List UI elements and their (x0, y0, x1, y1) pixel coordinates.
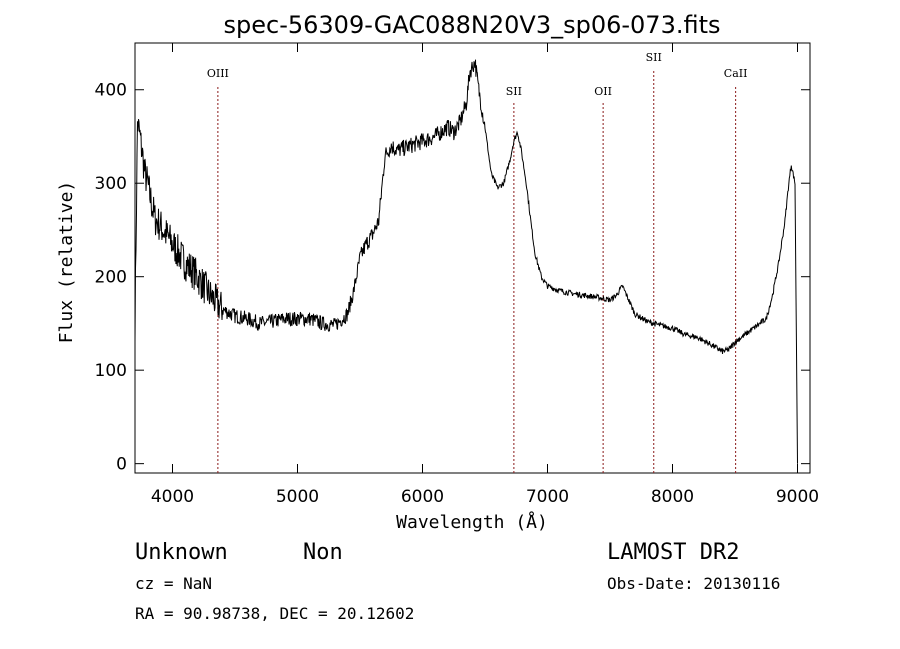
object-class: Unknown (135, 540, 228, 565)
line-annotations: OIII SII OII SII CaII (207, 51, 748, 473)
spectrum-series-line (134, 59, 798, 464)
redshift-cz: cz = NaN (135, 574, 212, 593)
x-tick-label: 4000 (151, 487, 194, 507)
annotation-label: OII (594, 85, 612, 98)
annotation-label: OIII (207, 67, 229, 80)
plot-area (134, 42, 811, 474)
axis-ticks: 4000 5000 6000 7000 8000 9000 0 100 200 300 400 (95, 43, 819, 507)
annotation-label: SII (646, 51, 662, 64)
x-tick-label: 5000 (276, 487, 319, 507)
y-tick-label: 200 (95, 268, 127, 288)
annotation-label: SII (506, 85, 522, 98)
survey-name: LAMOST DR2 (607, 540, 739, 565)
chart-title: spec-56309-GAC088N20V3_sp06-073.fits (224, 11, 721, 39)
x-tick-label: 9000 (776, 487, 819, 507)
x-axis-label: Wavelength (Å) (396, 511, 548, 533)
observation-date: Obs-Date: 20130116 (607, 574, 780, 593)
annotation-label: CaII (724, 67, 748, 80)
coordinates: RA = 90.98738, DEC = 20.12602 (135, 604, 414, 623)
plot-frame (134, 42, 811, 474)
y-tick-label: 300 (95, 174, 127, 194)
x-tick-label: 8000 (651, 487, 694, 507)
object-subclass: Non (303, 540, 343, 565)
y-axis-label: Flux (relative) (56, 181, 77, 344)
y-tick-label: 0 (116, 455, 127, 475)
x-tick-label: 6000 (401, 487, 444, 507)
x-tick-label: 7000 (526, 487, 569, 507)
y-tick-label: 400 (95, 81, 127, 101)
y-tick-label: 100 (95, 361, 127, 381)
